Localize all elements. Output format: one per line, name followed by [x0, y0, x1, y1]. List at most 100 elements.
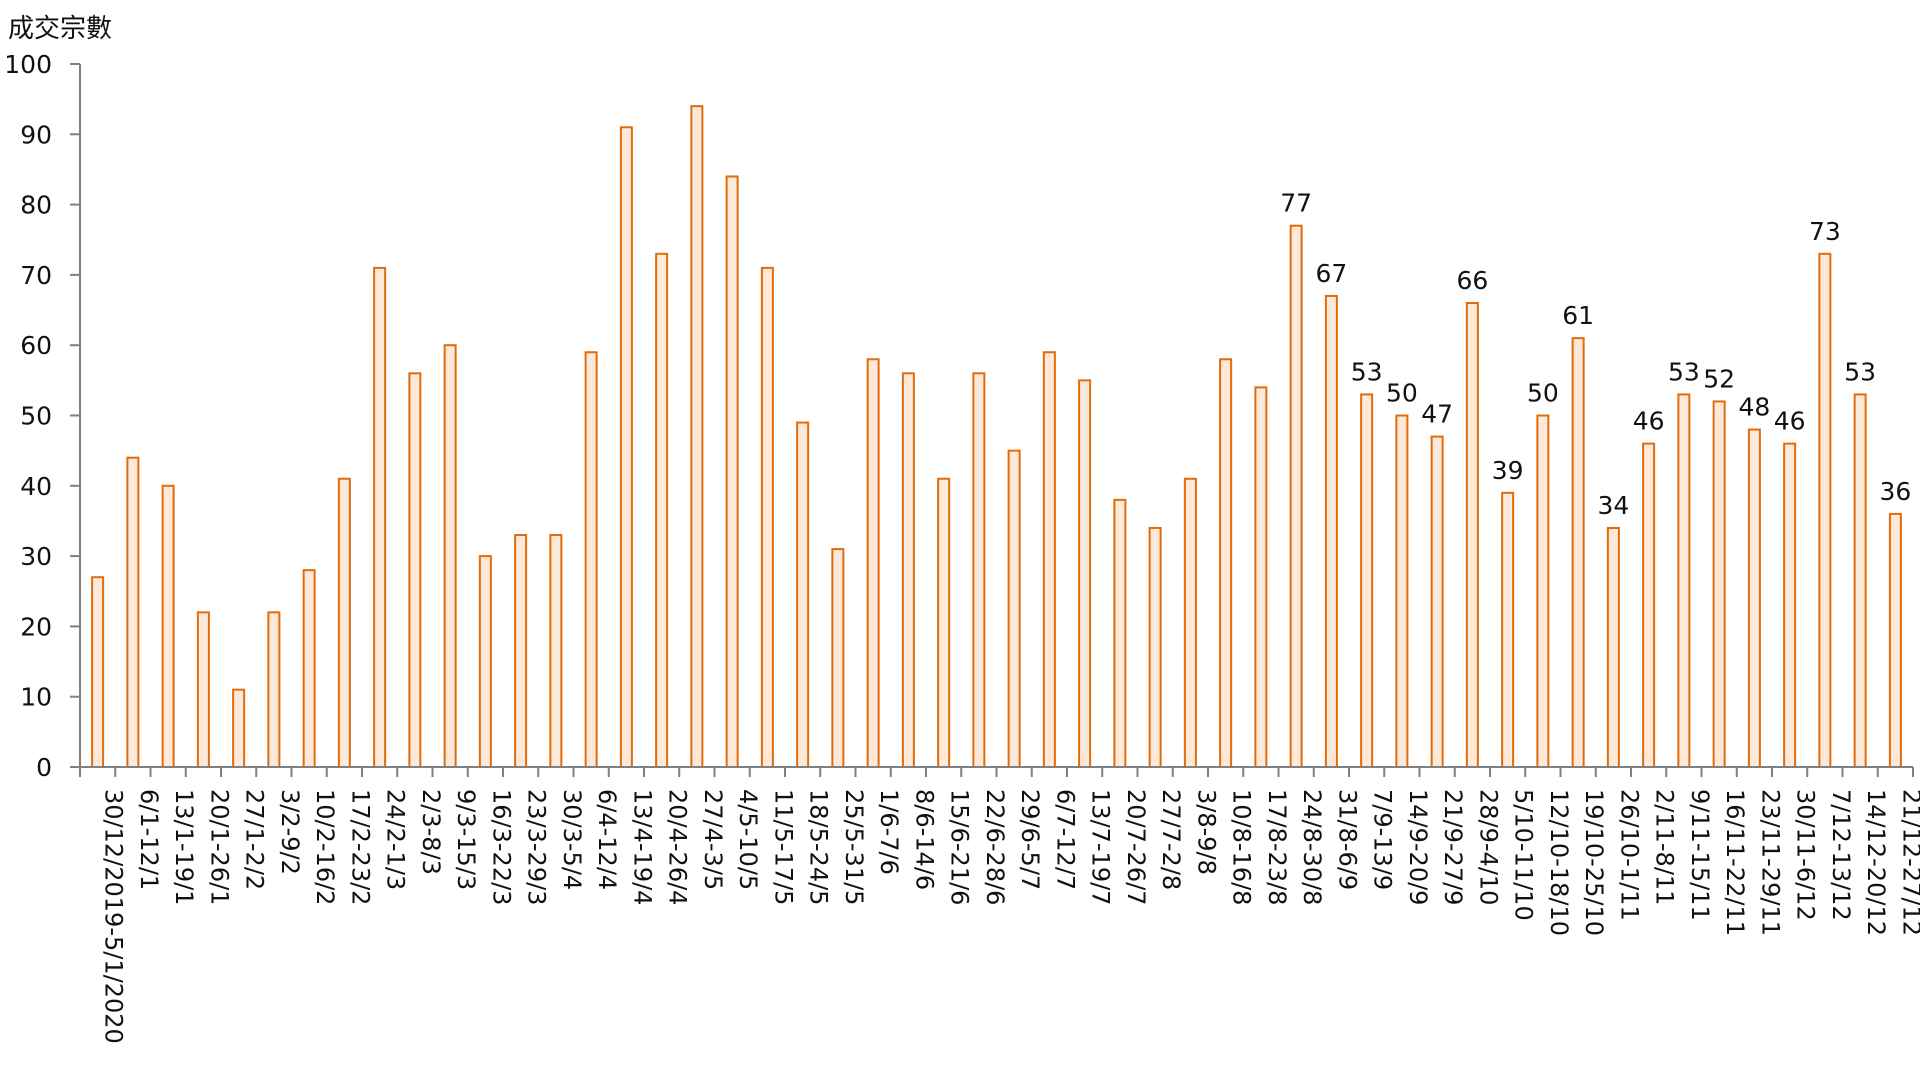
- bar: [1783, 442, 1797, 768]
- x-tick-label: 15/6-21/6: [946, 789, 974, 905]
- bar: [196, 611, 210, 769]
- x-tick-label: 16/3-22/3: [487, 789, 515, 905]
- bar: [1148, 526, 1162, 768]
- bar: [514, 534, 528, 769]
- x-tick-label: 5/10-11/10: [1510, 789, 1538, 921]
- x-tick-label: 2/11-8/11: [1651, 789, 1679, 905]
- data-label: 53: [1668, 357, 1700, 386]
- x-tick-label: 13/1-19/1: [170, 789, 198, 905]
- bar: [972, 372, 986, 768]
- y-axis-title: 成交宗數: [8, 14, 112, 44]
- bar: [1501, 491, 1515, 768]
- data-label: 67: [1315, 259, 1347, 288]
- bar: [1360, 393, 1374, 768]
- x-tick-label: 14/12-20/12: [1862, 789, 1890, 936]
- x-tick-label: 19/10-25/10: [1580, 789, 1608, 936]
- bar: [302, 569, 316, 768]
- x-tick-label: 12/10-18/10: [1545, 789, 1573, 936]
- data-label: 77: [1280, 189, 1312, 218]
- x-tick-label: 13/7-19/7: [1087, 789, 1115, 905]
- bar: [1888, 512, 1902, 768]
- data-label: 50: [1386, 379, 1418, 408]
- bar: [725, 175, 739, 769]
- x-tick-label: 30/12/2019-5/1/2020: [100, 789, 128, 1044]
- x-tick-label: 1/6-7/6: [875, 789, 903, 875]
- bar: [1430, 435, 1444, 768]
- x-tick-label: 13/4-19/4: [628, 789, 656, 905]
- bar: [584, 351, 598, 768]
- x-tick-label: 25/5-31/5: [840, 789, 868, 905]
- y-tick-label: 50: [20, 402, 52, 431]
- data-label: 50: [1527, 379, 1559, 408]
- bar: [1113, 498, 1127, 768]
- x-tick-label: 3/2-9/2: [276, 789, 304, 875]
- y-tick-label: 0: [36, 753, 52, 782]
- x-tick-label: 20/4-26/4: [664, 789, 692, 905]
- bar: [478, 555, 492, 768]
- bar: [126, 456, 140, 768]
- bar: [655, 252, 669, 768]
- x-tick-label: 21/9-27/9: [1439, 789, 1467, 905]
- bar: [1042, 351, 1056, 768]
- y-tick-label: 70: [20, 261, 52, 290]
- x-tick-label: 17/2-23/2: [346, 789, 374, 905]
- data-label: 34: [1597, 491, 1629, 520]
- x-tick-label: 23/3-29/3: [523, 789, 551, 905]
- x-tick-label: 21/12-27/12: [1897, 789, 1920, 936]
- bar: [901, 372, 915, 768]
- x-tick-label: 30/11-6/12: [1792, 789, 1820, 921]
- data-label: 61: [1562, 301, 1594, 330]
- bar: [443, 344, 457, 768]
- bar: [1571, 337, 1585, 768]
- bar: [831, 548, 845, 768]
- x-tick-label: 17/8-23/8: [1263, 789, 1291, 905]
- x-tick-label: 11/5-17/5: [769, 789, 797, 905]
- data-label: 36: [1879, 477, 1911, 506]
- x-tick-label: 27/1-2/2: [241, 789, 269, 890]
- bar: [1254, 386, 1268, 768]
- y-tick-label: 20: [20, 612, 52, 641]
- data-label: 48: [1738, 393, 1770, 422]
- bar: [337, 477, 351, 768]
- x-tick-label: 10/8-16/8: [1228, 789, 1256, 905]
- bar: [619, 126, 633, 768]
- data-label: 66: [1456, 266, 1488, 295]
- bar: [267, 611, 281, 769]
- bar: [796, 421, 810, 768]
- data-label: 46: [1633, 407, 1665, 436]
- bar: [690, 105, 704, 769]
- x-tick-label: 10/2-16/2: [311, 789, 339, 905]
- x-tick-label: 27/7-2/8: [1157, 789, 1185, 890]
- y-tick-label: 10: [20, 683, 52, 712]
- y-tick-label: 100: [4, 50, 52, 79]
- data-label: 73: [1809, 217, 1841, 246]
- bar: [1712, 400, 1726, 768]
- x-tick-label: 14/9-20/9: [1404, 789, 1432, 905]
- x-tick-label: 24/2-1/3: [382, 789, 410, 890]
- bar: [161, 484, 175, 768]
- bar: [866, 358, 880, 768]
- bar: [1324, 294, 1338, 768]
- x-tick-label: 6/4-12/4: [593, 789, 621, 890]
- bar: [91, 576, 105, 768]
- x-tick-label: 6/1-12/1: [135, 789, 163, 890]
- bar: [1078, 379, 1092, 768]
- bar: [1818, 252, 1832, 768]
- bar: [1183, 477, 1197, 768]
- y-tick-label: 80: [20, 191, 52, 220]
- bar: [1395, 414, 1409, 768]
- bar: [1465, 302, 1479, 768]
- x-tick-label: 20/7-26/7: [1122, 789, 1150, 905]
- x-tick-label: 3/8-9/8: [1192, 789, 1220, 875]
- x-tick-label: 9/3-15/3: [452, 789, 480, 890]
- x-tick-label: 8/6-14/6: [910, 789, 938, 890]
- data-label: 52: [1703, 364, 1735, 393]
- bar: [408, 372, 422, 768]
- data-label: 53: [1844, 357, 1876, 386]
- x-tick-label: 7/12-13/12: [1827, 789, 1855, 921]
- x-tick-label: 18/5-24/5: [805, 789, 833, 905]
- data-label: 47: [1421, 400, 1453, 429]
- y-tick-label: 30: [20, 542, 52, 571]
- bar: [1289, 224, 1303, 768]
